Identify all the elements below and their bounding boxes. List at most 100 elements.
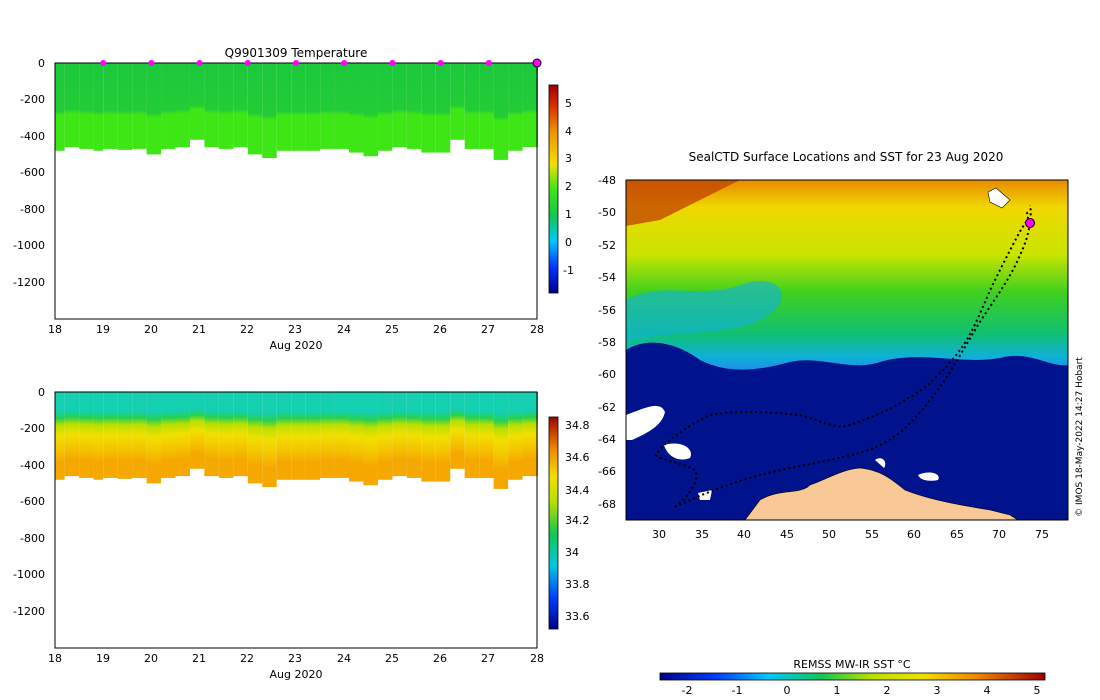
colorbar-tick-label: 4	[565, 125, 572, 138]
colorbar-tick-label: 4	[984, 684, 991, 697]
profile-column	[349, 392, 364, 482]
profile-column	[508, 392, 523, 480]
profile-column	[276, 392, 292, 480]
profile-column	[233, 392, 248, 477]
profile-column	[103, 392, 118, 478]
profile-marker	[244, 60, 251, 66]
lon-tick-label: 65	[950, 528, 964, 541]
profile-column	[233, 63, 248, 148]
profile-column	[320, 63, 335, 149]
profile-column	[421, 63, 436, 153]
x-tick-label: 28	[530, 323, 544, 336]
profile-column	[406, 63, 422, 149]
lon-tick-label: 30	[652, 528, 666, 541]
profile-marker	[148, 60, 155, 66]
x-tick-label: 24	[337, 652, 351, 665]
y-tick-label: -600	[20, 166, 45, 179]
x-tick-label: 28	[530, 652, 544, 665]
ice-free-patch	[918, 472, 939, 481]
y-tick-label: 0	[38, 386, 45, 399]
profile-column	[189, 63, 205, 140]
profile-column	[479, 63, 494, 149]
colorbar-tick-label: -1	[563, 264, 574, 277]
profile-column	[117, 392, 133, 479]
profile-column	[493, 392, 509, 489]
profile-column	[146, 63, 162, 155]
profile-column	[247, 63, 263, 155]
track-path-outbound	[654, 211, 1030, 508]
colorbar-tick-label: 34.6	[565, 451, 590, 464]
salinity-panel: 18 19 20 21 22 23 24 25 26 27 28 Aug 202…	[13, 386, 589, 681]
profile-column	[406, 392, 422, 478]
colorbar-tick-label: 3	[565, 152, 572, 165]
seal-track	[654, 204, 1032, 508]
salinity-colorbar	[548, 416, 559, 630]
lat-tick-label: -50	[598, 206, 616, 219]
profile-marker	[341, 60, 348, 66]
profile-column	[79, 392, 94, 478]
profile-column	[276, 63, 292, 151]
y-tick-label: -400	[20, 459, 45, 472]
profile-column	[508, 63, 523, 151]
lon-tick-label: 55	[865, 528, 879, 541]
x-tick-label: 25	[385, 323, 399, 336]
profile-column	[262, 63, 277, 159]
x-tick-label: 23	[288, 652, 302, 665]
profile-column	[493, 63, 509, 160]
x-tick-label: 21	[192, 323, 206, 336]
profile-column	[305, 392, 321, 480]
profile-column	[64, 392, 80, 477]
lat-tick-label: -66	[598, 465, 616, 478]
y-tick-label: -1200	[13, 276, 45, 289]
x-tick-label: 18	[48, 323, 62, 336]
x-tick-label: 26	[433, 652, 447, 665]
x-tick-label: 20	[144, 323, 158, 336]
profile-column	[522, 63, 537, 148]
profile-column	[377, 63, 393, 151]
colorbar-tick-label: 0	[784, 684, 791, 697]
profile-marker	[293, 60, 299, 66]
profile-column	[450, 392, 465, 469]
profile-marker	[532, 58, 542, 68]
profile-column	[79, 63, 94, 149]
colorbar-tick-label: 2	[565, 180, 572, 193]
ice-free-patch	[626, 405, 665, 440]
colorbar-tick-label: 1	[565, 208, 572, 221]
kerguelen-island	[987, 187, 1011, 209]
profile-marker	[485, 60, 492, 66]
profile-column	[247, 392, 263, 484]
profile-column	[464, 63, 480, 149]
x-tick-label: 27	[481, 652, 495, 665]
colorbar-tick-label: 34.4	[565, 484, 590, 497]
salinity-x-label: Aug 2020	[270, 668, 323, 681]
y-tick-label: -800	[20, 203, 45, 216]
profile-column	[450, 63, 465, 140]
profile-column	[435, 63, 451, 153]
salinity-y-ticks: 0 -200 -400 -600 -800 -1000 -1200	[13, 386, 45, 618]
colorbar-tick-label: 3	[934, 684, 941, 697]
profile-column	[363, 392, 378, 486]
sst-field	[626, 180, 1068, 520]
ice-free-patch	[664, 443, 691, 460]
profile-column	[349, 63, 364, 153]
profile-column	[204, 392, 219, 477]
profile-column	[421, 392, 436, 482]
profile-column	[218, 63, 234, 149]
y-tick-label: -600	[20, 495, 45, 508]
profile-column	[132, 392, 147, 478]
profile-marker	[389, 60, 396, 66]
profile-column	[146, 392, 162, 484]
lon-tick-label: 70	[992, 528, 1006, 541]
lon-tick-label: 45	[780, 528, 794, 541]
profile-column	[93, 392, 104, 480]
lon-tick-label: 50	[822, 528, 836, 541]
sst-colorbar-label: REMSS MW-IR SST °C	[793, 658, 911, 671]
lat-tick-label: -64	[598, 433, 616, 446]
profile-marker	[196, 60, 203, 66]
profile-column	[161, 392, 176, 478]
profile-column	[103, 63, 118, 149]
lat-tick-label: -54	[598, 271, 616, 284]
profile-column	[377, 392, 393, 480]
profile-column	[334, 392, 350, 478]
colorbar-tick-label: 5	[1034, 684, 1041, 697]
